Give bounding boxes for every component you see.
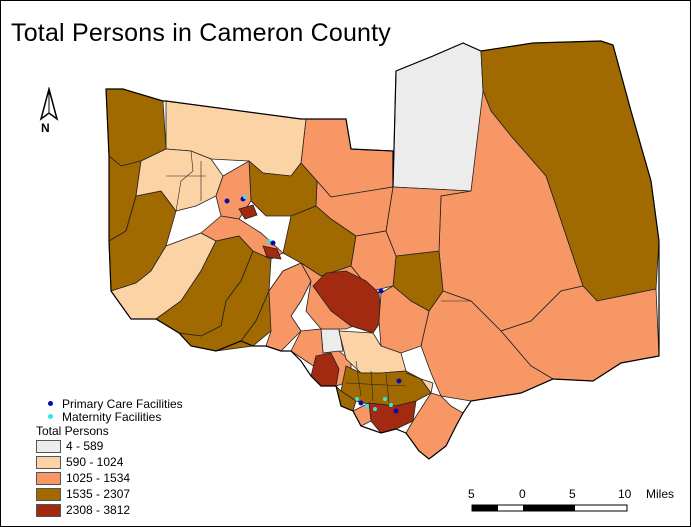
legend-class-label: 4 - 589 bbox=[66, 439, 104, 453]
county-outline bbox=[105, 40, 660, 460]
scale-tick: 5 bbox=[569, 487, 576, 501]
legend-maternity-label: Maternity Facilities bbox=[62, 409, 162, 424]
legend-maternity: Maternity Facilities bbox=[48, 409, 183, 424]
scale-bar-graphic bbox=[471, 504, 628, 512]
scale-unit: Miles bbox=[646, 487, 675, 501]
legend-primary-care: Primary Care Facilities bbox=[48, 396, 183, 411]
maternity-markers bbox=[243, 195, 393, 411]
tract-harlingen-dark bbox=[238, 204, 258, 220]
legend-primary-care-label: Primary Care Facilities bbox=[62, 396, 183, 411]
north-arrow-icon bbox=[39, 87, 59, 121]
legend-swatch bbox=[36, 487, 61, 501]
tract-sanbenito-dark bbox=[262, 245, 282, 260]
tract-center-6 bbox=[265, 262, 312, 352]
legend-swatch bbox=[36, 503, 61, 517]
legend-class-row: 2308 - 3812 bbox=[36, 502, 183, 518]
legend-swatch bbox=[36, 439, 61, 453]
legend-swatch bbox=[36, 455, 61, 469]
scale-bar: 5 0 5 10 Miles bbox=[468, 487, 688, 517]
tract-brownsville-6 bbox=[405, 372, 434, 394]
tract-boundaries bbox=[125, 150, 471, 404]
legend-class-label: 1535 - 2307 bbox=[66, 487, 131, 501]
dot-icon bbox=[48, 401, 53, 406]
legend-class-label: 1025 - 1534 bbox=[66, 471, 131, 485]
legend-swatch bbox=[36, 471, 61, 485]
scale-tick: 10 bbox=[618, 487, 632, 501]
legend-class-row: 4 - 589 bbox=[36, 438, 183, 454]
scale-tick: 0 bbox=[519, 487, 526, 501]
primary-care-markers bbox=[224, 196, 402, 414]
scale-tick: 5 bbox=[468, 487, 475, 501]
legend-class-row: 1535 - 2307 bbox=[36, 486, 183, 502]
legend-title: Total Persons bbox=[36, 424, 109, 438]
north-label: N bbox=[41, 121, 50, 135]
legend-class-row: 590 - 1024 bbox=[36, 454, 183, 470]
legend-class-row: 1025 - 1534 bbox=[36, 470, 183, 486]
legend-class-label: 2308 - 3812 bbox=[66, 503, 131, 517]
legend-class-label: 590 - 1024 bbox=[66, 455, 124, 469]
map-legend: Primary Care Facilities Maternity Facili… bbox=[36, 397, 183, 518]
tract-center-1 bbox=[248, 160, 318, 217]
dot-icon bbox=[48, 414, 53, 419]
map-title: Total Persons in Cameron County bbox=[11, 19, 391, 47]
tract-brownsville-dark-s bbox=[368, 400, 417, 434]
